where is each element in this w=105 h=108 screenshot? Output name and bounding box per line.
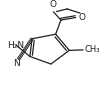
Text: N: N <box>13 59 20 68</box>
Text: O: O <box>78 13 85 21</box>
Text: H₂N: H₂N <box>7 41 24 50</box>
Text: CH₃: CH₃ <box>85 45 100 54</box>
Text: O: O <box>50 0 56 9</box>
